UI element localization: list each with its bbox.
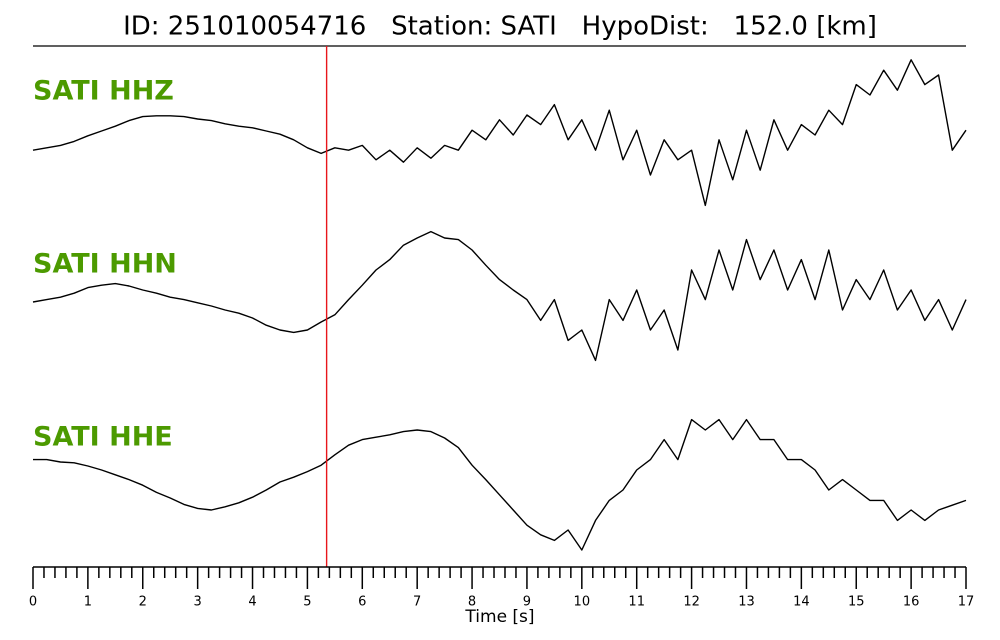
trace	[32, 59, 967, 207]
x-tick-label: 14	[793, 595, 810, 610]
x-tick-label: 3	[194, 595, 202, 610]
x-tick-label: 9	[523, 595, 531, 610]
x-tick-label: 0	[29, 595, 37, 610]
x-tick-label: 13	[738, 595, 755, 610]
chart-title: ID: 251010054716 Station: SATI HypoDist:…	[123, 12, 877, 42]
x-tick-label: 10	[574, 595, 591, 610]
x-tick-label: 7	[413, 595, 421, 610]
x-tick-label: 17	[958, 595, 975, 610]
x-tick-label: 15	[848, 595, 865, 610]
x-tick-label: 11	[628, 595, 645, 610]
x-tick-label: 1	[84, 595, 92, 610]
trace-label: SATI HHZ	[33, 76, 174, 107]
x-tick-label: 5	[303, 595, 311, 610]
x-tick-label: 12	[683, 595, 700, 610]
trace-label: SATI HHE	[33, 422, 173, 453]
x-tick-label: 2	[139, 595, 147, 610]
trace-label: SATI HHN	[33, 249, 177, 280]
x-tick-label: 16	[903, 595, 920, 610]
trace	[32, 230, 967, 362]
x-tick-label: 4	[248, 595, 256, 610]
x-tick-label: 8	[468, 595, 476, 610]
trace	[33, 418, 967, 551]
x-axis-label: Time [s]	[464, 607, 534, 627]
x-tick-label: 6	[358, 595, 366, 610]
